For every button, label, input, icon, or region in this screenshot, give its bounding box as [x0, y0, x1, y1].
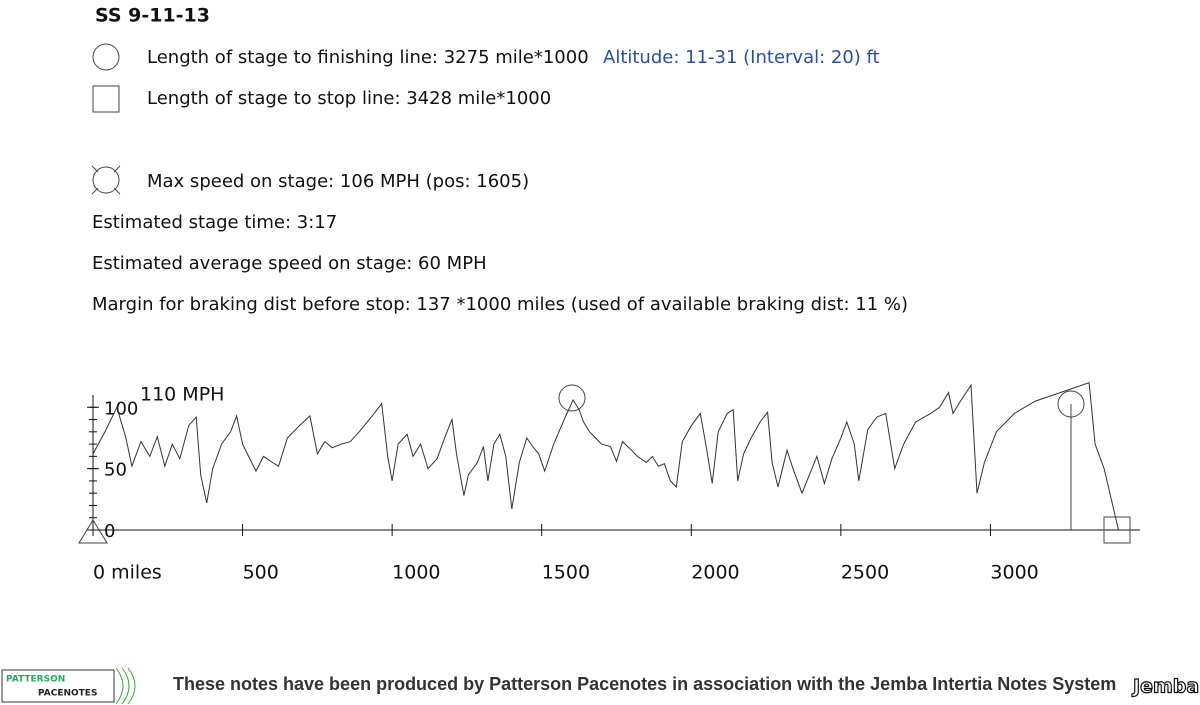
- y-max-label: 110 MPH: [140, 384, 224, 406]
- x-tick-label: 3000: [990, 562, 1038, 584]
- x-tick-label: 500: [243, 562, 279, 584]
- logo-top: PATTERSON: [6, 675, 65, 685]
- stop-length: Length of stage to stop line: 3428 mile*…: [147, 88, 551, 109]
- finish-icon: [92, 43, 120, 71]
- finish-length: Length of stage to finishing line: 3275 …: [147, 47, 589, 68]
- x-tick-label: 1000: [392, 562, 440, 584]
- x-tick-label: 2000: [691, 562, 739, 584]
- logo: PATTERSON PACENOTES: [1, 667, 136, 705]
- x-tick-label: 0 miles: [93, 562, 162, 584]
- x-tick-label: 1500: [542, 562, 590, 584]
- title: SS 9-11-13: [95, 5, 210, 27]
- start-marker: [78, 519, 108, 544]
- logo-bottom: PACENOTES: [38, 689, 97, 699]
- max-speed: Max speed on stage: 106 MPH (pos: 1605): [147, 171, 529, 192]
- altitude-bg: [602, 44, 932, 72]
- footer-text: These notes have been produced by Patter…: [173, 674, 1116, 694]
- margin: Margin for braking dist before stop: 137…: [92, 294, 908, 315]
- y-tick-label: 100: [104, 398, 138, 419]
- avg-speed: Estimated average speed on stage: 60 MPH: [92, 253, 487, 274]
- chart: 0 miles 500 1000 1500 2000 2500 3000 0 50 100110 …: [78, 382, 1140, 584]
- altitude: Altitude: 11-31 (Interval: 20) ft: [603, 47, 880, 68]
- y-tick-label: 50: [104, 460, 127, 481]
- x-tick-label: 2500: [841, 562, 889, 584]
- max-marker: [558, 384, 586, 412]
- max-icon: [91, 165, 121, 195]
- brand: Jemba: [1131, 676, 1199, 698]
- y-tick-label: 0: [104, 521, 115, 542]
- speed-line: [92, 382, 1119, 531]
- stop-icon: [92, 85, 120, 113]
- stage-time: Estimated stage time: 3:17: [92, 212, 337, 233]
- stop-marker: [1103, 516, 1131, 544]
